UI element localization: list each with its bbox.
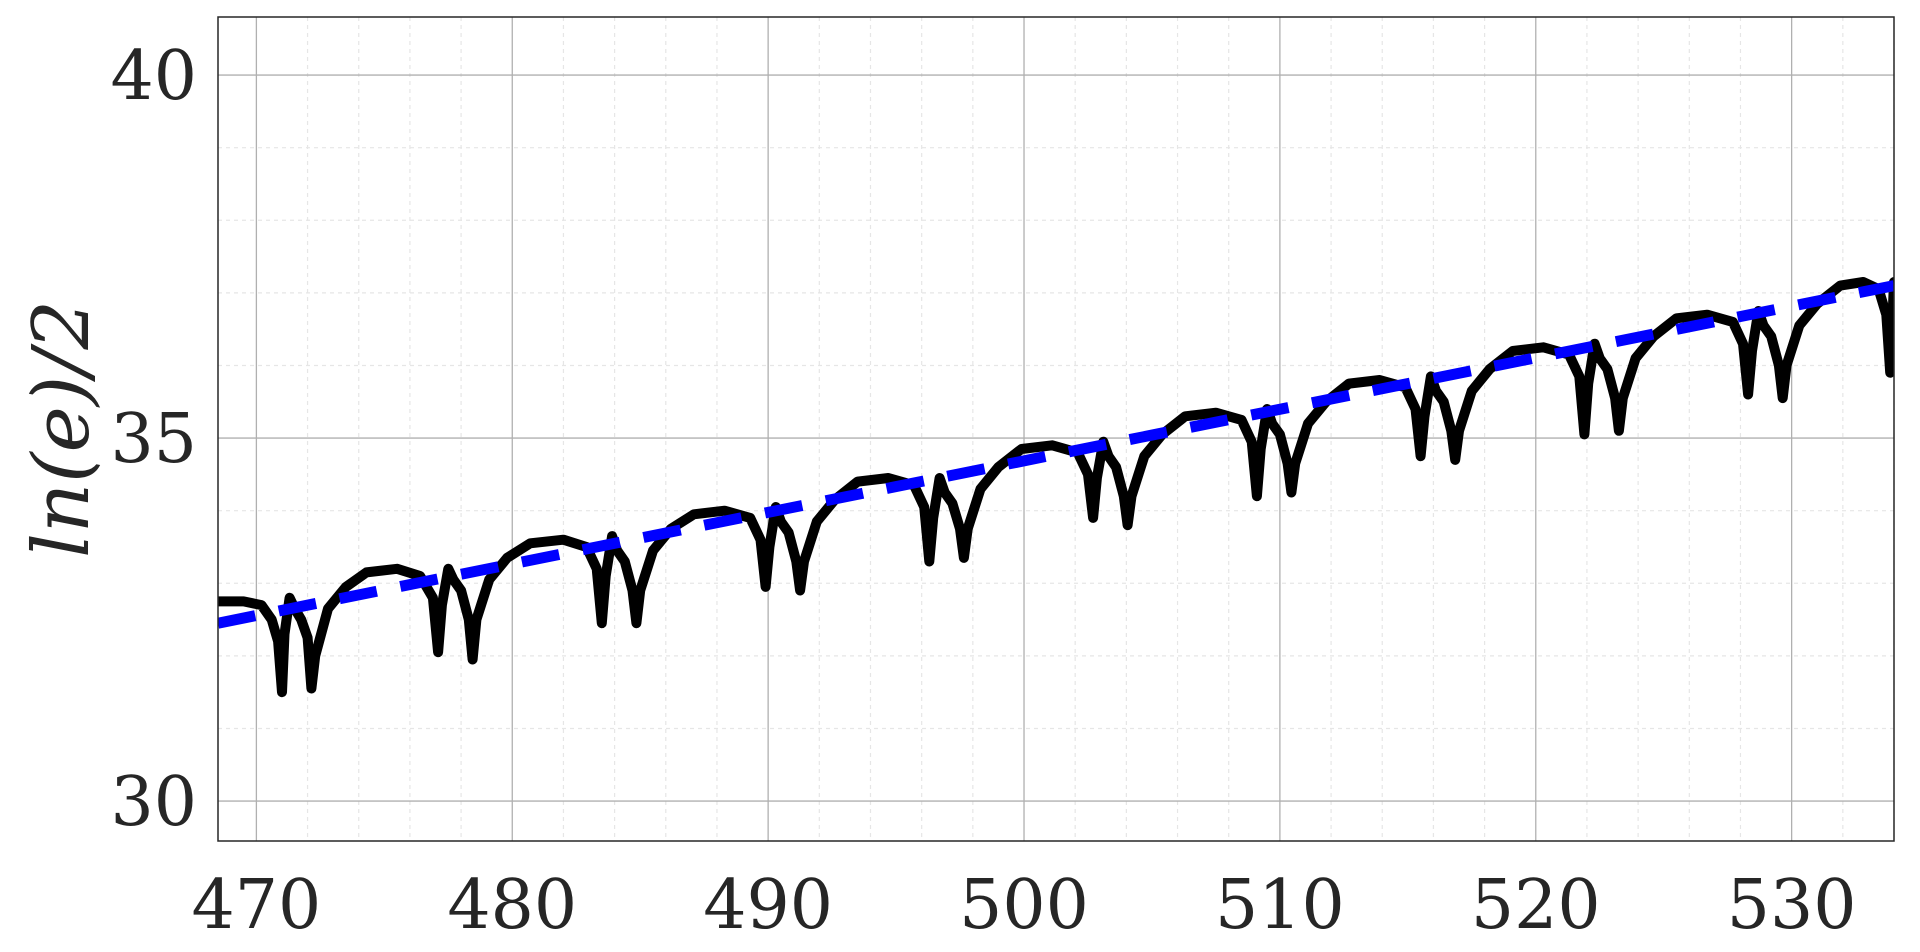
y-tick-label: 40 xyxy=(110,37,197,116)
minor-grid xyxy=(218,17,1895,841)
x-tick-label: 490 xyxy=(703,866,833,945)
major-grid xyxy=(218,17,1894,841)
x-tick-label: 530 xyxy=(1727,866,1857,945)
trend-line-series xyxy=(218,280,1894,629)
x-tick-label: 500 xyxy=(959,866,1089,945)
x-tick-label: 470 xyxy=(191,866,321,945)
y-tick-labels: 30 35 40 xyxy=(110,37,197,842)
x-tick-labels: 470 480 490 500 510 520 530 xyxy=(191,866,1856,945)
series-layer xyxy=(218,277,1894,698)
x-tick-label: 510 xyxy=(1215,866,1345,945)
plot-frame xyxy=(217,16,1895,842)
x-tick-label: 480 xyxy=(447,866,577,945)
x-tick-label: 520 xyxy=(1471,866,1601,945)
y-tick-label: 30 xyxy=(110,763,197,842)
y-axis-label: ln(e)/2 xyxy=(17,300,107,558)
y-tick-label: 35 xyxy=(110,400,197,479)
oscillating-series-line xyxy=(218,277,1894,698)
